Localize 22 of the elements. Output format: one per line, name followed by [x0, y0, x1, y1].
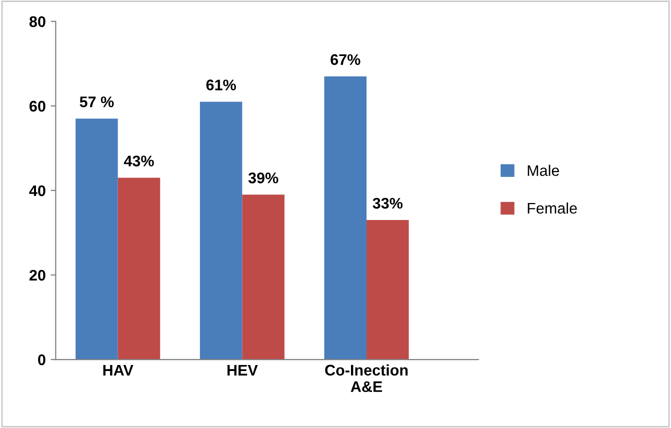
- y-tick-label: 40: [29, 185, 46, 196]
- y-tick-label: 0: [38, 354, 46, 366]
- bar: [324, 76, 367, 360]
- y-tick-label: 20: [30, 270, 46, 281]
- bar: [118, 178, 160, 360]
- y-tick-label: 80: [29, 16, 46, 28]
- data-label: 43%: [124, 156, 154, 166]
- data-label: 67%: [330, 54, 360, 65]
- data-label: 57 %: [80, 96, 114, 108]
- data-label: 61%: [206, 80, 236, 90]
- data-label: 39%: [248, 172, 278, 184]
- bar: [242, 194, 284, 360]
- y-tick-label: 60: [30, 100, 46, 112]
- bar: [366, 220, 409, 360]
- x-tick-label: Co-Inection A&E: [325, 364, 408, 392]
- data-label: 33%: [372, 198, 403, 209]
- bar: [76, 118, 118, 360]
- bar: [200, 102, 242, 360]
- legend-label: Male: [528, 164, 560, 176]
- legend-label: Female: [528, 202, 577, 214]
- x-tick-label: HEV: [228, 364, 258, 376]
- x-tick-label: HAV: [103, 364, 134, 376]
